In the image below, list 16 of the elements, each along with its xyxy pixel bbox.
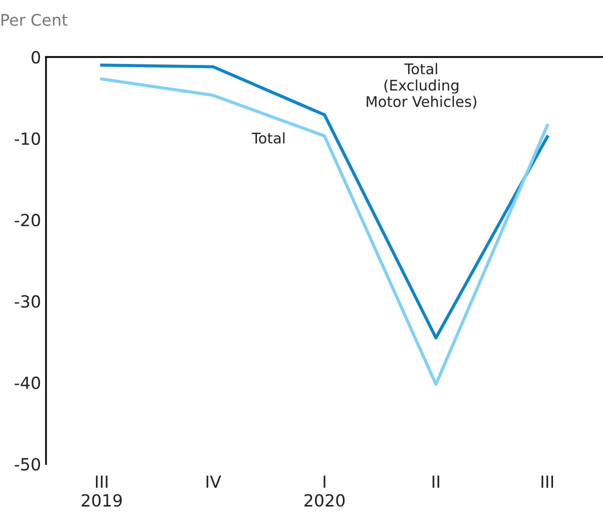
x-tick-label: III 2019 xyxy=(82,476,122,507)
y-tick-label: -30 xyxy=(14,295,40,308)
text: Total (Excluding Motor Vehicles) xyxy=(366,63,476,109)
line-series xyxy=(100,64,549,340)
x-tick-label: III xyxy=(542,476,554,488)
y-tick-label: -40 xyxy=(14,376,40,390)
line-series xyxy=(100,77,549,386)
y-axis-title: Per Cent xyxy=(2,14,68,26)
y-tick-label: -10 xyxy=(14,132,40,145)
y-tick-label: -50 xyxy=(14,458,40,471)
y-tick-label: -20 xyxy=(14,214,40,226)
x-tick-label: I 2020 xyxy=(304,476,345,507)
y-tick-label: 0 xyxy=(32,50,40,64)
series-label: Total xyxy=(252,132,284,144)
x-tick-label: IV xyxy=(206,476,222,488)
x-tick-label: II xyxy=(432,476,440,488)
